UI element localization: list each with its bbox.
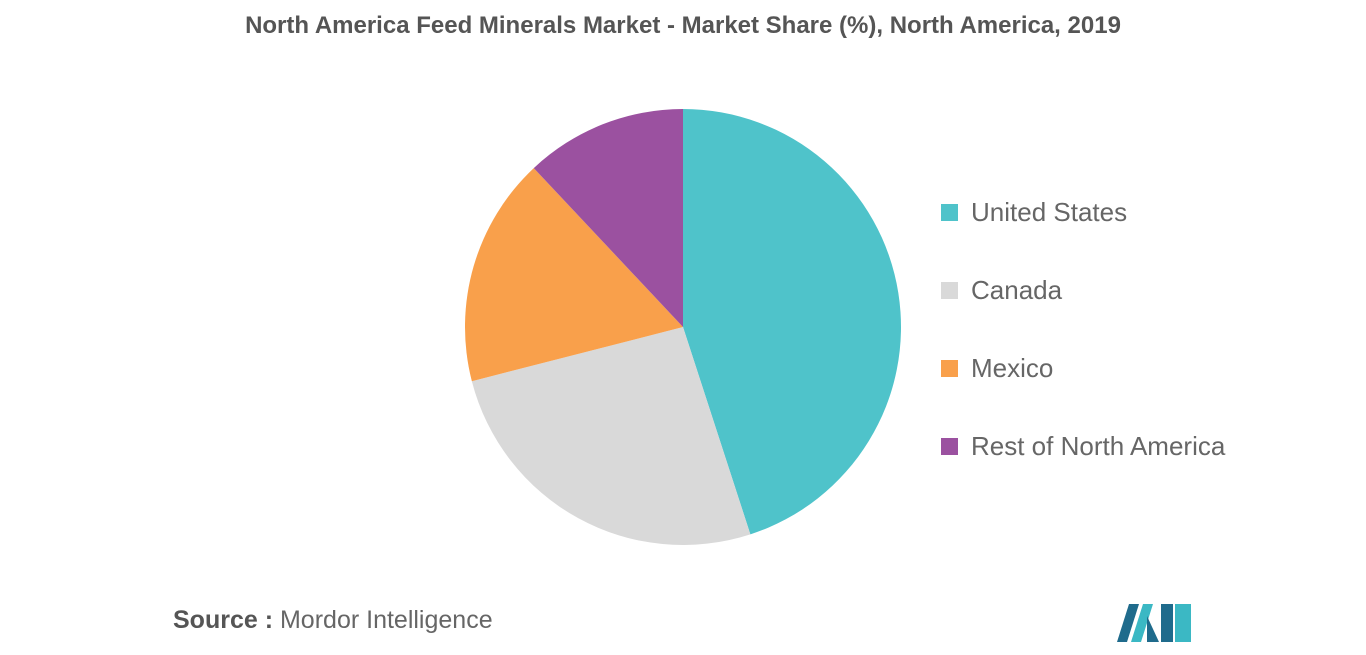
source-label: Source : <box>173 606 274 634</box>
pie-slice-united-states <box>683 109 901 535</box>
source-attribution: Source : Mordor Intelligence <box>173 606 493 635</box>
legend-item-canada: Canada <box>941 273 1225 307</box>
legend-swatch-rest-of-north-america <box>941 437 958 455</box>
legend-swatch-canada <box>941 281 958 299</box>
legend-item-mexico: Mexico <box>941 351 1225 385</box>
legend-label-united-states: United States <box>971 196 1128 227</box>
chart-legend: United States Canada Mexico Rest of Nort… <box>941 195 1225 507</box>
legend-swatch-mexico <box>941 359 958 377</box>
legend-swatch-united-states <box>941 203 958 221</box>
source-text: Mordor Intelligence <box>279 606 493 634</box>
legend-label-mexico: Mexico <box>971 352 1054 383</box>
legend-label-canada: Canada <box>971 274 1063 305</box>
legend-item-united-states: United States <box>941 195 1225 229</box>
legend-label-rest-of-north-america: Rest of North America <box>971 430 1226 461</box>
pie-slices <box>465 109 901 545</box>
pie-slice-canada <box>471 327 751 545</box>
chart-title: North America Feed Minerals Market - Mar… <box>245 12 1121 39</box>
mordor-intelligence-logo-icon <box>1117 604 1191 642</box>
pie-slice-rest-of-north-america <box>533 109 683 327</box>
pie-slice-mexico <box>465 168 683 382</box>
legend-item-rest-of-north-america: Rest of North America <box>941 429 1225 463</box>
